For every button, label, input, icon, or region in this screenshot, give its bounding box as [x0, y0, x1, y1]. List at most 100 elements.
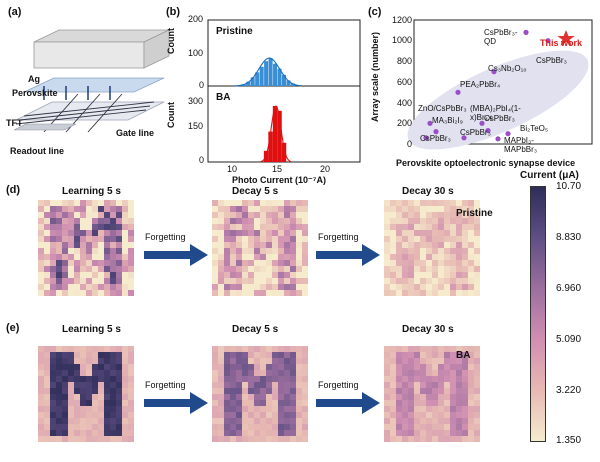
scat-ytick-600: 600: [397, 77, 413, 87]
heatmap-pixel: [44, 418, 50, 424]
heatmap-pixel: [402, 382, 408, 388]
heatmap-pixel: [116, 266, 122, 272]
heatmap-pixel: [104, 266, 110, 272]
heatmap-pixel: [38, 352, 44, 358]
heatmap-pixel: [450, 200, 456, 206]
heatmap-pixel: [456, 382, 462, 388]
hist-bar: [246, 81, 251, 86]
heatmap-pixel: [38, 200, 44, 206]
heatmap-pixel: [116, 352, 122, 358]
heatmap-pixel: [74, 430, 80, 436]
heatmap-pixel: [74, 284, 80, 290]
heatmap-pixel: [50, 290, 56, 296]
heatmap-pixel: [98, 370, 104, 376]
heatmap-pixel: [438, 370, 444, 376]
heatmap-pixel: [44, 358, 50, 364]
heatmap-pixel: [128, 290, 134, 296]
heatmap-pixel: [56, 224, 62, 230]
heatmap-pixel: [390, 346, 396, 352]
heatmap-pixel: [38, 206, 44, 212]
heatmap-pixel: [86, 266, 92, 272]
heatmap-pixel: [438, 248, 444, 254]
heatmap-pixel: [284, 370, 290, 376]
heatmap-pixel: [456, 394, 462, 400]
heatmap-pixel: [254, 430, 260, 436]
heatmap-pixel: [68, 248, 74, 254]
heatmap-pixel: [266, 224, 272, 230]
heatmap-pixel: [296, 394, 302, 400]
heatmap-pixel: [462, 242, 468, 248]
heatmap-pixel: [278, 260, 284, 266]
heatmap-pixel: [450, 388, 456, 394]
hist-ylabel-top: Count: [166, 28, 176, 54]
heatmap-pixel: [284, 358, 290, 364]
heatmap-pixel: [426, 236, 432, 242]
heatmap-pixel: [242, 394, 248, 400]
heatmap-pixel: [468, 358, 474, 364]
heatmap-pixel: [432, 230, 438, 236]
heatmap-pixel: [86, 230, 92, 236]
heatmap-pixel: [218, 358, 224, 364]
heatmap-pixel: [450, 278, 456, 284]
heatmap-pixel: [420, 212, 426, 218]
heatmap-pixel: [462, 376, 468, 382]
heatmap-pixel: [384, 424, 390, 430]
heatmap-pixel: [278, 418, 284, 424]
heatmap-pixel: [224, 394, 230, 400]
hist-xtick-20: 20: [320, 164, 331, 174]
heatmap-pixel: [444, 200, 450, 206]
heatmap-pixel: [402, 394, 408, 400]
heatmap-pixel: [110, 358, 116, 364]
heatmap-pixel: [218, 382, 224, 388]
heatmap-pixel: [396, 206, 402, 212]
heatmap-pixel: [224, 376, 230, 382]
heatmap-pixel: [236, 230, 242, 236]
heatmap-pixel: [390, 224, 396, 230]
heatmap-pixel: [242, 424, 248, 430]
heatmap-pixel: [278, 224, 284, 230]
heatmap-pixel: [302, 260, 308, 266]
heatmap-pixel: [212, 248, 218, 254]
heatmap-pixel: [444, 248, 450, 254]
heatmap-pixel: [254, 272, 260, 278]
heatmap-pixel: [116, 254, 122, 260]
heatmap-pixel: [290, 206, 296, 212]
heatmap-pixel: [50, 352, 56, 358]
heatmap-pixel: [396, 412, 402, 418]
heatmap-pixel: [68, 254, 74, 260]
heatmap-pixel: [444, 254, 450, 260]
heatmap-pixel: [438, 212, 444, 218]
heatmap-pixel: [272, 382, 278, 388]
heatmap-pixel: [474, 206, 480, 212]
heatmap-pixel: [296, 376, 302, 382]
heatmap-pixel: [284, 424, 290, 430]
heatmap-pixel: [92, 260, 98, 266]
heatmap-pixel: [86, 248, 92, 254]
heatmap-pixel: [38, 358, 44, 364]
heatmap-pixel: [296, 284, 302, 290]
heatmap-pixel: [260, 206, 266, 212]
heatmap-pixel: [74, 248, 80, 254]
heatmap-pixel: [396, 272, 402, 278]
heatmap-pixel: [212, 382, 218, 388]
scatter-point-label: CsPbBr₃: [420, 134, 451, 143]
heatmap-pixel: [104, 358, 110, 364]
heatmap-pixel: [402, 358, 408, 364]
heatmap-pixel: [444, 364, 450, 370]
heatmap-pixel: [236, 200, 242, 206]
heatmap-pixel: [86, 212, 92, 218]
heatmap-pixel: [224, 436, 230, 442]
heatmap-pixel: [432, 364, 438, 370]
heatmap-pixel: [38, 418, 44, 424]
heatmap-pixel: [92, 212, 98, 218]
scatter-ylabel: Array scale (number): [370, 31, 381, 123]
heatmap-pixel: [86, 218, 92, 224]
hist-bar: [273, 63, 278, 86]
heatmap-pixel: [284, 430, 290, 436]
heatmap-pixel: [128, 218, 134, 224]
heatmap-pixel: [272, 364, 278, 370]
heatmap-pixel: [456, 400, 462, 406]
this-work-label: This work: [540, 38, 583, 48]
heatmap-pixel: [86, 290, 92, 296]
heatmap-pixel: [408, 394, 414, 400]
